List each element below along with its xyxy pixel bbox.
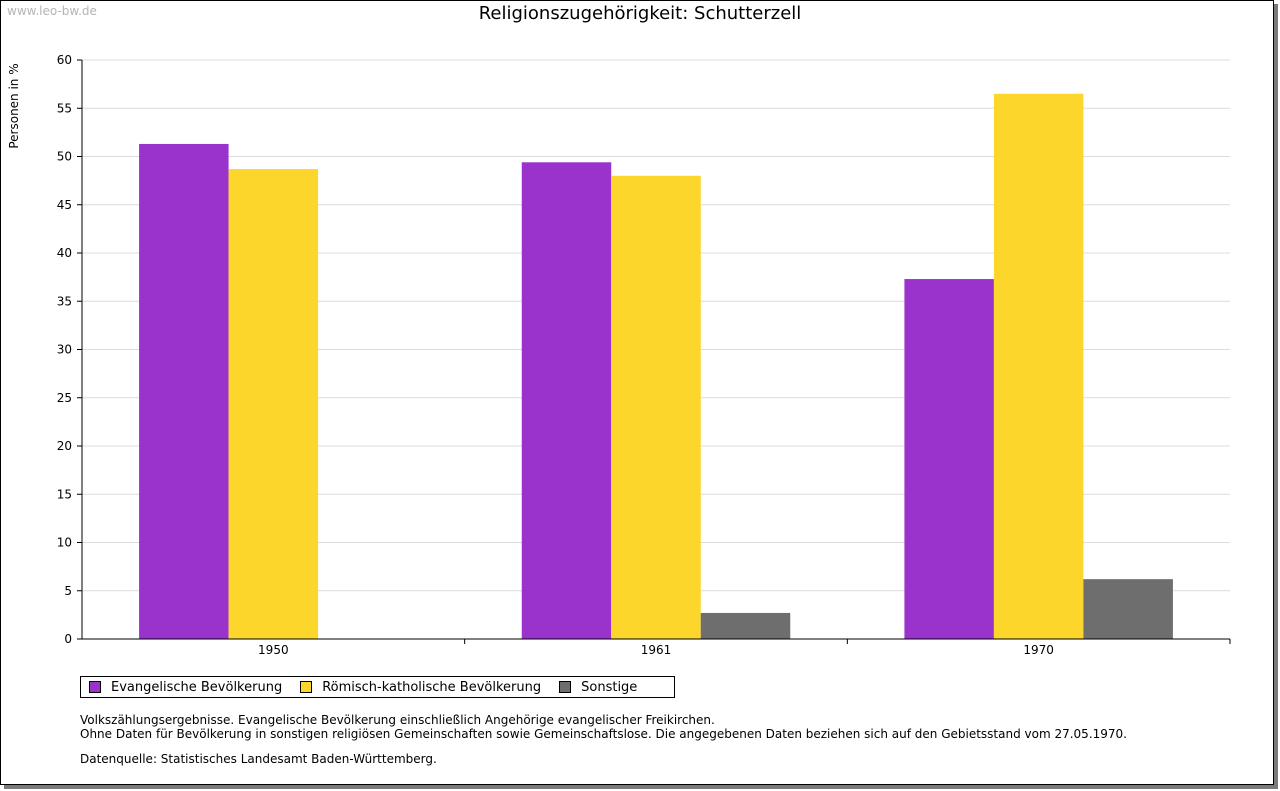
y-tick-label: 25 bbox=[57, 391, 72, 405]
watermark: www.leo-bw.de bbox=[7, 4, 97, 18]
bar-1970-2 bbox=[1083, 579, 1173, 639]
x-ticks: 1950 1961 1970 bbox=[258, 639, 1231, 657]
bar-1961-1 bbox=[611, 175, 701, 640]
legend-item-sonstige: Sonstige bbox=[559, 680, 637, 695]
y-tick-label: 15 bbox=[57, 487, 72, 501]
y-tick-label: 30 bbox=[57, 343, 72, 357]
legend-item-evangelisch: Evangelische Bevölkerung bbox=[89, 680, 282, 695]
x-tick-label: 1950 bbox=[258, 643, 289, 657]
chart-title: Religionszugehörigkeit: Schutterzell bbox=[478, 3, 802, 24]
y-ticks: 0 5 10 15 20 25 30 35 40 45 50 55 60 bbox=[57, 53, 82, 646]
x-tick-label: 1970 bbox=[1023, 643, 1054, 657]
legend-swatch-sonstige bbox=[559, 681, 572, 693]
bar-1950-0 bbox=[139, 143, 229, 639]
bar-1970-0 bbox=[904, 279, 994, 639]
bar-1961-2 bbox=[700, 612, 791, 639]
x-tick-label: 1961 bbox=[641, 643, 672, 657]
y-tick-label: 5 bbox=[64, 584, 72, 598]
footnotes: Volkszählungsergebnisse. Evangelische Be… bbox=[80, 713, 1127, 741]
legend-swatch-katholisch bbox=[300, 681, 313, 693]
y-tick-label: 60 bbox=[57, 53, 72, 67]
legend-item-katholisch: Römisch-katholische Bevölkerung bbox=[300, 680, 541, 695]
footnote-line-2: Ohne Daten für Bevölkerung in sonstigen … bbox=[80, 727, 1127, 741]
y-tick-label: 35 bbox=[57, 294, 72, 308]
y-tick-label: 0 bbox=[64, 632, 72, 646]
y-tick-label: 10 bbox=[57, 536, 72, 550]
data-source: Datenquelle: Statistisches Landesamt Bad… bbox=[80, 752, 437, 766]
y-tick-label: 20 bbox=[57, 439, 72, 453]
bars bbox=[139, 93, 1173, 640]
bar-1961-0 bbox=[521, 162, 612, 640]
y-tick-label: 55 bbox=[57, 101, 72, 115]
y-tick-label: 45 bbox=[57, 198, 72, 212]
bar-1950-1 bbox=[228, 169, 319, 640]
legend-label-evangelisch: Evangelische Bevölkerung bbox=[111, 679, 283, 695]
legend-label-sonstige: Sonstige bbox=[581, 679, 638, 695]
y-tick-label: 50 bbox=[57, 150, 72, 164]
legend-label-katholisch: Römisch-katholische Bevölkerung bbox=[322, 679, 542, 695]
footnote-line-1: Volkszählungsergebnisse. Evangelische Be… bbox=[80, 713, 715, 727]
legend: Evangelische Bevölkerung Römisch-katholi… bbox=[80, 676, 675, 698]
y-tick-label: 40 bbox=[57, 246, 72, 260]
legend-swatch-evangelisch bbox=[89, 681, 101, 693]
bar-1970-1 bbox=[993, 93, 1084, 639]
